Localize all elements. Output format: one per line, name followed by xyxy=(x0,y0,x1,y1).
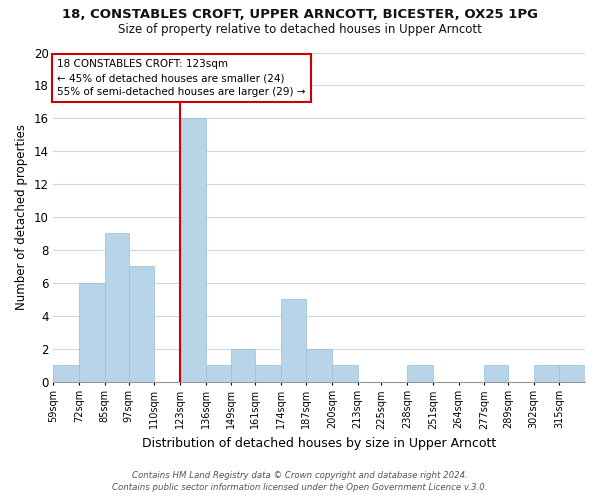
Bar xyxy=(128,266,154,382)
Text: Contains HM Land Registry data © Crown copyright and database right 2024.
Contai: Contains HM Land Registry data © Crown c… xyxy=(112,471,488,492)
Bar xyxy=(79,283,105,382)
Bar xyxy=(180,118,206,382)
Text: 18 CONSTABLES CROFT: 123sqm
← 45% of detached houses are smaller (24)
55% of sem: 18 CONSTABLES CROFT: 123sqm ← 45% of det… xyxy=(58,59,306,97)
Text: 18, CONSTABLES CROFT, UPPER ARNCOTT, BICESTER, OX25 1PG: 18, CONSTABLES CROFT, UPPER ARNCOTT, BIC… xyxy=(62,8,538,20)
Bar xyxy=(533,365,559,382)
Y-axis label: Number of detached properties: Number of detached properties xyxy=(15,124,28,310)
Bar xyxy=(53,365,79,382)
X-axis label: Distribution of detached houses by size in Upper Arncott: Distribution of detached houses by size … xyxy=(142,437,496,450)
Bar xyxy=(105,234,128,382)
Bar xyxy=(281,300,307,382)
Text: Size of property relative to detached houses in Upper Arncott: Size of property relative to detached ho… xyxy=(118,22,482,36)
Bar xyxy=(484,365,508,382)
Bar xyxy=(255,365,281,382)
Bar xyxy=(332,365,358,382)
Bar xyxy=(407,365,433,382)
Bar xyxy=(206,365,231,382)
Bar xyxy=(559,365,585,382)
Bar xyxy=(231,348,255,382)
Bar xyxy=(307,348,332,382)
